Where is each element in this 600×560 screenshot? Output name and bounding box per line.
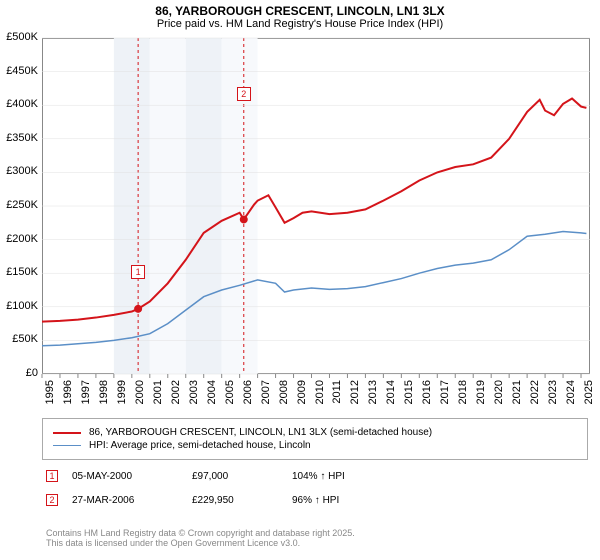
x-tick-label: 2018 <box>457 380 469 410</box>
legend-swatch <box>53 445 81 446</box>
sale-marker-icon: 1 <box>46 470 58 482</box>
x-tick-label: 2012 <box>349 380 361 410</box>
legend-text: 86, YARBOROUGH CRESCENT, LINCOLN, LN1 3L… <box>89 427 432 438</box>
x-tick-label: 2024 <box>565 380 577 410</box>
sale-marker-label: 1 <box>131 265 145 279</box>
x-tick-label: 2000 <box>134 380 146 410</box>
y-tick-label: £100K <box>0 300 38 312</box>
x-tick-label: 2023 <box>547 380 559 410</box>
x-tick-label: 2022 <box>529 380 541 410</box>
sale-row: 1 05-MAY-2000£97,000104% ↑ HPI <box>46 470 345 482</box>
sale-hpi: 96% ↑ HPI <box>292 495 339 506</box>
x-tick-label: 2025 <box>583 380 595 410</box>
y-tick-label: £350K <box>0 132 38 144</box>
x-tick-label: 2002 <box>170 380 182 410</box>
x-tick-label: 2010 <box>314 380 326 410</box>
x-tick-label: 1995 <box>44 380 56 410</box>
x-tick-label: 2019 <box>475 380 487 410</box>
y-tick-label: £500K <box>0 31 38 43</box>
legend-swatch <box>53 432 81 434</box>
sale-date: 27-MAR-2006 <box>72 495 192 506</box>
legend-row: 86, YARBOROUGH CRESCENT, LINCOLN, LN1 3L… <box>53 427 577 438</box>
chart-container: 86, YARBOROUGH CRESCENT, LINCOLN, LN1 3L… <box>0 0 600 560</box>
y-tick-label: £150K <box>0 266 38 278</box>
y-tick-label: £200K <box>0 233 38 245</box>
sale-hpi: 104% ↑ HPI <box>292 471 345 482</box>
x-tick-label: 2007 <box>260 380 272 410</box>
legend-box: 86, YARBOROUGH CRESCENT, LINCOLN, LN1 3L… <box>42 418 588 460</box>
x-tick-label: 1999 <box>116 380 128 410</box>
x-tick-label: 2001 <box>152 380 164 410</box>
legend-row: HPI: Average price, semi-detached house,… <box>53 440 577 451</box>
x-tick-label: 2013 <box>367 380 379 410</box>
x-tick-label: 2005 <box>224 380 236 410</box>
x-tick-label: 1996 <box>62 380 74 410</box>
x-tick-label: 1998 <box>98 380 110 410</box>
x-tick-label: 2009 <box>296 380 308 410</box>
sale-price: £97,000 <box>192 471 292 482</box>
sale-date: 05-MAY-2000 <box>72 471 192 482</box>
copyright-line2: This data is licensed under the Open Gov… <box>46 538 355 548</box>
x-tick-label: 2017 <box>439 380 451 410</box>
y-tick-label: £300K <box>0 165 38 177</box>
y-tick-label: £400K <box>0 98 38 110</box>
x-tick-label: 2016 <box>421 380 433 410</box>
sale-price: £229,950 <box>192 495 292 506</box>
y-tick-label: £0 <box>0 367 38 379</box>
sale-row: 2 27-MAR-2006£229,95096% ↑ HPI <box>46 494 339 506</box>
y-tick-label: £250K <box>0 199 38 211</box>
x-tick-label: 2011 <box>331 380 343 410</box>
sale-marker-icon: 2 <box>46 494 58 506</box>
x-tick-label: 2021 <box>511 380 523 410</box>
x-tick-label: 2008 <box>278 380 290 410</box>
x-tick-label: 2003 <box>188 380 200 410</box>
copyright-text: Contains HM Land Registry data © Crown c… <box>46 528 355 548</box>
x-tick-label: 2020 <box>493 380 505 410</box>
copyright-line1: Contains HM Land Registry data © Crown c… <box>46 528 355 538</box>
legend-text: HPI: Average price, semi-detached house,… <box>89 440 311 451</box>
sale-marker-label: 2 <box>237 87 251 101</box>
y-tick-label: £450K <box>0 65 38 77</box>
x-tick-label: 2004 <box>206 380 218 410</box>
x-tick-label: 1997 <box>80 380 92 410</box>
x-tick-label: 2015 <box>403 380 415 410</box>
x-tick-label: 2014 <box>385 380 397 410</box>
x-tick-label: 2006 <box>242 380 254 410</box>
y-tick-label: £50K <box>0 333 38 345</box>
